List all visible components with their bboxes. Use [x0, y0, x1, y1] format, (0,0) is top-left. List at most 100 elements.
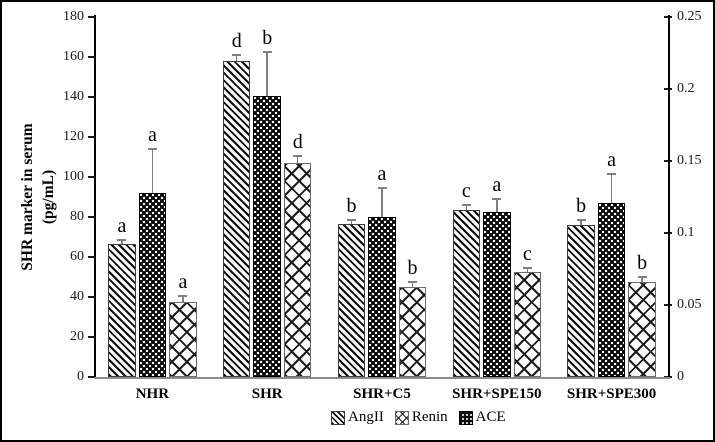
y-axis-tick-label-left: 0 [77, 369, 84, 384]
y-axis-tick-label-left: 140 [63, 89, 84, 104]
legend-item-angii: AngII [331, 410, 384, 425]
y-axis-title: SHR marker in serum (pg/mL) [17, 12, 63, 382]
y-axis-tick-label-left: 40 [70, 289, 84, 304]
right-axis-line [668, 15, 670, 378]
y-axis-tick-label-right: 0.2 [677, 81, 695, 96]
error-bar-cap [377, 187, 387, 189]
x-axis-category-label-shr: SHR [251, 386, 283, 402]
y-axis-tick-label-left: 160 [63, 49, 84, 64]
legend-item-ace: ACE [458, 409, 506, 425]
error-bar-angii-shr [235, 55, 238, 61]
x-axis-category-label-shr+spe150: SHR+SPE150 [452, 386, 542, 402]
significance-letter-angii-shr+spe300: b [576, 195, 587, 217]
error-bar-cap [492, 198, 502, 200]
significance-letter-renin-shr+c5: b [407, 257, 418, 279]
bar-renin-shr [283, 163, 312, 377]
left-axis-line [94, 15, 96, 378]
y-axis-tick-left [88, 296, 95, 298]
bar-renin-shr+c5 [398, 287, 427, 377]
bar-renin-shr+spe150 [513, 272, 542, 377]
error-bar-angii-shr+c5 [350, 220, 353, 224]
x-axis-category-label-shr+spe300: SHR+SPE300 [566, 386, 657, 402]
significance-letter-renin-shr+spe150: c [522, 243, 532, 265]
y-axis-tick-left [88, 336, 95, 338]
bar-ace-nhr [138, 193, 167, 377]
significance-letter-angii-nhr: a [117, 215, 127, 237]
significance-letter-ace-shr+spe300: a [607, 149, 617, 171]
error-bar-cap [576, 219, 586, 221]
error-bar-cap [347, 219, 356, 221]
x-axis-baseline [94, 377, 670, 379]
bar-ace-shr [253, 96, 281, 377]
significance-letter-ace-shr+c5: a [377, 163, 387, 185]
error-bar-cap [178, 295, 188, 297]
error-bar-cap [262, 51, 272, 53]
y-axis-tick-label-right: 0.1 [677, 225, 695, 240]
legend-label-angii: AngII [348, 409, 384, 425]
error-bar-renin-nhr [182, 296, 184, 302]
error-bar-angii-nhr [121, 240, 123, 244]
error-bar-ace-shr+spe150 [496, 199, 498, 212]
error-bar-ace-shr [266, 52, 268, 96]
x-axis-category-label-shr+c5: SHR+C5 [353, 386, 411, 402]
bar-ace-shr+spe150 [483, 212, 511, 377]
significance-letter-angii-shr: d [231, 30, 242, 52]
bar-ace-shr+spe300 [597, 203, 626, 377]
y-axis-tick-label-left: 120 [63, 129, 84, 144]
legend-swatch-ace-icon [458, 410, 473, 425]
error-bar-cap [117, 239, 127, 241]
bar-renin-nhr [169, 302, 197, 377]
y-axis-tick-left [88, 96, 95, 98]
legend-swatch-angii-icon [331, 410, 345, 425]
y-axis-tick-left [88, 376, 95, 378]
error-bar-ace-shr+spe300 [610, 174, 613, 203]
bar-ace-shr+c5 [368, 217, 396, 377]
significance-letter-angii-shr+c5: b [346, 195, 357, 217]
y-axis-tick-label-right: 0 [677, 369, 684, 384]
significance-letter-renin-nhr: a [178, 271, 188, 293]
error-bar-cap [607, 173, 617, 175]
y-axis-tick-left [88, 56, 95, 58]
y-axis-title-line1: SHR marker in serum [19, 123, 36, 271]
error-bar-angii-shr+spe300 [580, 220, 582, 225]
error-bar-ace-shr+c5 [381, 188, 383, 217]
y-axis-tick-label-right: 0.15 [677, 153, 702, 168]
significance-letter-renin-shr: d [292, 131, 303, 153]
bar-angii-shr [222, 61, 251, 377]
error-bar-angii-shr+spe150 [465, 205, 468, 210]
y-axis-tick-label-right: 0.05 [677, 297, 702, 312]
legend-swatch-renin-icon [394, 410, 409, 425]
y-axis-tick-label-left: 60 [70, 249, 84, 264]
y-axis-tick-label-left: 20 [70, 329, 84, 344]
y-axis-tick-left [88, 256, 95, 258]
y-axis-tick-label-right: 0.25 [677, 9, 702, 24]
legend-label-ace: ACE [475, 409, 506, 425]
error-bar-cap [522, 267, 532, 269]
significance-letter-ace-shr+spe150: a [492, 174, 502, 196]
error-bar-cap [293, 155, 303, 157]
error-bar-cap [147, 148, 157, 150]
y-axis-title-line2: (pg/mL) [40, 169, 57, 225]
significance-letter-renin-shr+spe300: b [637, 252, 648, 274]
bar-angii-shr+c5 [337, 224, 366, 377]
legend-item-renin: Renin [394, 409, 448, 425]
y-axis-tick-left [88, 216, 95, 218]
error-bar-cap [232, 54, 242, 56]
y-axis-tick-label-left: 100 [63, 169, 84, 184]
y-axis-tick-label-left: 80 [70, 209, 84, 224]
y-axis-tick-left [88, 176, 95, 178]
y-axis-tick-left [88, 136, 95, 138]
error-bar-renin-shr+spe150 [526, 268, 529, 272]
error-bar-cap [461, 204, 471, 206]
bar-angii-nhr [108, 244, 136, 377]
legend-label-renin: Renin [411, 409, 448, 425]
significance-letter-angii-shr+spe150: c [461, 180, 471, 202]
y-axis-tick-label-left: 180 [63, 9, 84, 24]
error-bar-renin-shr [296, 156, 299, 163]
error-bar-cap [408, 281, 417, 283]
x-axis-category-label-nhr: NHR [135, 386, 170, 402]
bar-renin-shr+spe300 [628, 282, 656, 377]
error-bar-renin-shr+spe300 [641, 277, 643, 282]
error-bar-renin-shr+c5 [411, 282, 414, 287]
significance-letter-ace-nhr: a [147, 124, 157, 146]
